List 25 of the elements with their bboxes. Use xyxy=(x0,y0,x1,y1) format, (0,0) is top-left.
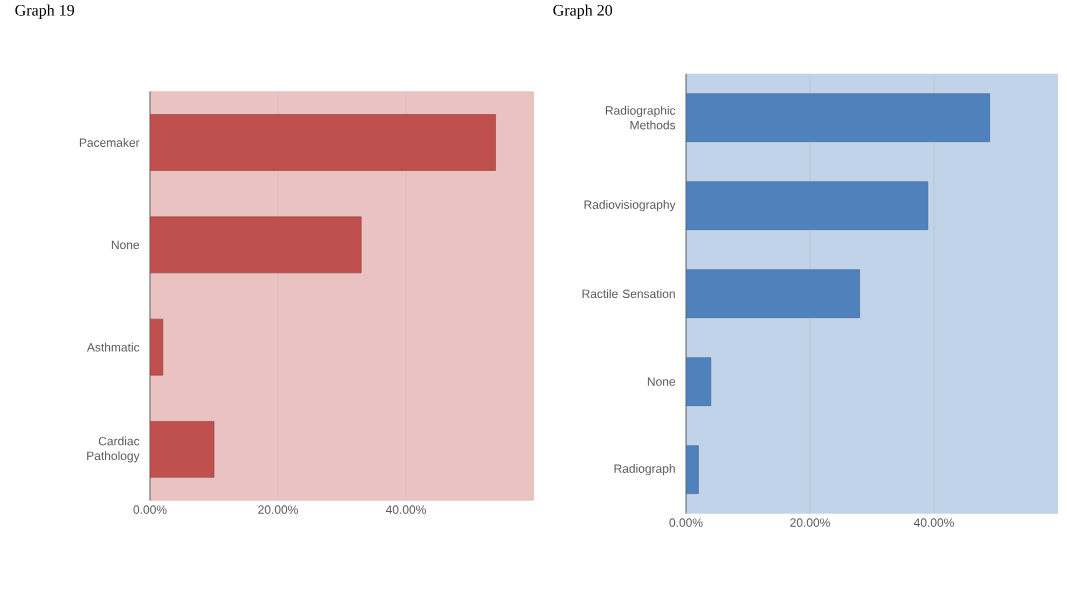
x-tick-label: 0.00% xyxy=(669,518,703,528)
x-tick-label: 40.00% xyxy=(913,518,954,528)
bar xyxy=(150,114,496,171)
bar xyxy=(686,269,860,319)
chart-title: Graph 19 xyxy=(15,4,75,20)
chart-title: Graph 20 xyxy=(553,4,613,20)
y-tick-label: Radiovisiography xyxy=(584,200,676,212)
x-tick-label: 20.00% xyxy=(258,505,298,515)
bar xyxy=(686,181,929,231)
y-tick-label: Asthmatic xyxy=(86,342,140,352)
y-tick-label: Pacemaker xyxy=(79,138,140,148)
y-tick-label: None xyxy=(111,240,140,250)
bar xyxy=(686,93,991,143)
bar xyxy=(150,421,215,478)
x-tick-label: 0.00% xyxy=(133,505,167,515)
x-tick-label: 20.00% xyxy=(790,518,830,528)
y-tick-label: Radiographic Methods xyxy=(605,106,676,130)
bar xyxy=(150,319,164,376)
y-tick-label: Cardiac Pathology xyxy=(87,436,140,463)
bar xyxy=(150,216,362,274)
bar xyxy=(686,357,712,407)
y-tick-label: None xyxy=(647,377,676,387)
x-tick-label: 40.00% xyxy=(385,505,426,515)
y-tick-label: Ractile Sensation xyxy=(582,289,675,299)
y-tick-label: Radiograph xyxy=(614,464,675,476)
